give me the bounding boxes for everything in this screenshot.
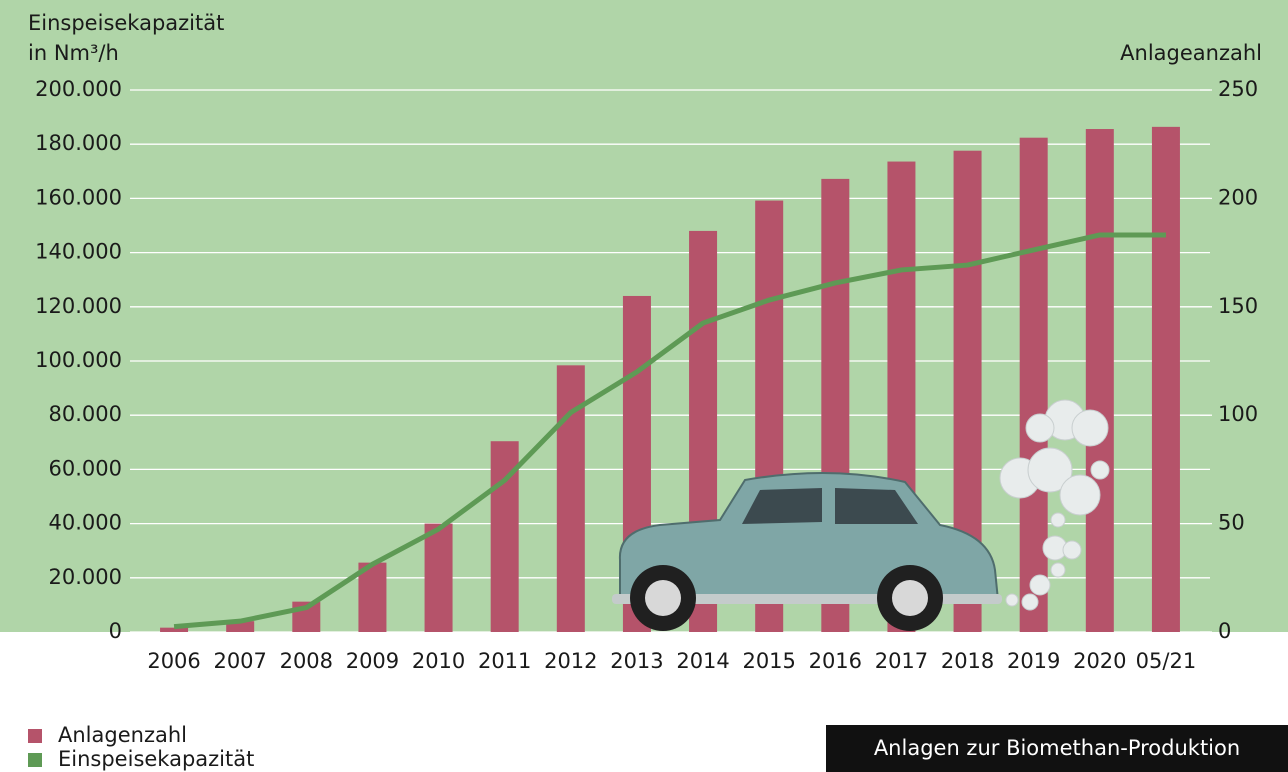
y-tick-label: 20.000 [49,565,122,589]
x-tick-label: 05/21 [1136,649,1197,673]
x-tick-label: 2010 [412,649,465,673]
bar [160,627,189,632]
caption: Anlagen zur Biomethan-Produktion [874,736,1240,760]
x-tick-label: 2011 [478,649,531,673]
y2-tick-label: 100 [1218,402,1258,426]
y-tick-label: 100.000 [35,348,122,372]
x-tick-label: 2017 [875,649,928,673]
legend-label: Einspeisekapazität [58,747,254,771]
x-tick-label: 2012 [544,649,597,673]
bar [358,562,387,632]
y2-tick-label: 150 [1218,294,1258,318]
legend-swatch [28,729,42,743]
y-tick-label: 80.000 [49,402,122,426]
x-tick-label: 2014 [676,649,729,673]
bar [1085,129,1114,633]
y2-tick-label: 0 [1218,619,1231,643]
y-tick-label: 120.000 [35,294,122,318]
y-tick-label: 140.000 [35,240,122,264]
legend-swatch [28,753,42,767]
x-tick-label: 2008 [280,649,333,673]
x-tick-label: 2013 [610,649,663,673]
y-axis-title: in Nm³/h [28,41,119,65]
x-tick-label: 2006 [147,649,200,673]
y2-tick-label: 50 [1218,511,1245,535]
bar [226,621,255,632]
y-tick-label: 40.000 [49,511,122,535]
line [173,232,1166,630]
y2-axis-title: Anlageanzahl [1120,41,1262,65]
y-tick-label: 0 [109,619,122,643]
car-illustration [612,399,1110,631]
x-tick-label: 2015 [742,649,795,673]
x-tick-label: 2020 [1073,649,1126,673]
y-tick-label: 60.000 [49,456,122,480]
y-tick-label: 180.000 [35,131,122,155]
bar [424,523,453,632]
x-tick-label: 2019 [1007,649,1060,673]
y2-tick-label: 250 [1218,77,1258,101]
y-axis-title: Einspeisekapazität [28,11,224,35]
bar [1151,126,1180,632]
legend-label: Anlagenzahl [58,723,187,747]
y-tick-label: 200.000 [35,77,122,101]
x-tick-label: 2009 [346,649,399,673]
y2-tick-label: 200 [1218,185,1258,209]
x-tick-label: 2007 [213,649,266,673]
caption-box [826,725,1288,772]
y-tick-label: 160.000 [35,185,122,209]
bar [1019,137,1048,633]
lines [173,232,1166,630]
x-tick-label: 2016 [809,649,862,673]
x-tick-label: 2018 [941,649,994,673]
